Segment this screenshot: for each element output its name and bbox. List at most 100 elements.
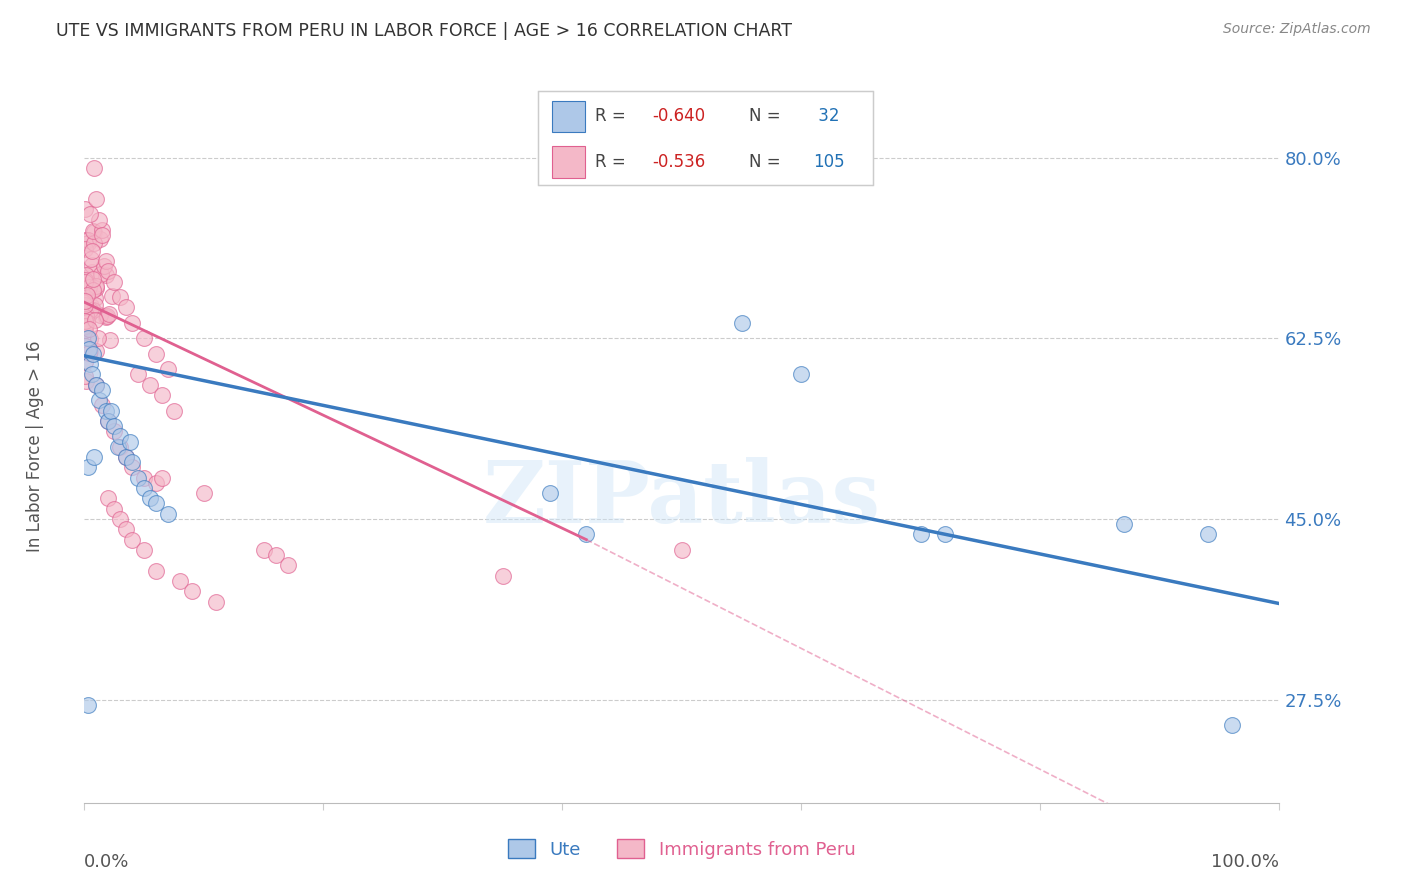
Point [83, 161, 105, 175]
Point [84, 298, 107, 312]
Point [145, 347, 167, 361]
Point [121, 455, 143, 469]
Point [118, 434, 141, 449]
Point [87, 331, 110, 345]
Point [934, 527, 956, 541]
Point [181, 584, 204, 599]
Point [94, 268, 117, 282]
Point [193, 486, 215, 500]
Point [75, 374, 97, 388]
Point [145, 564, 167, 578]
Point [73, 368, 96, 383]
Point [132, 481, 156, 495]
Point [73, 272, 96, 286]
Point [84, 281, 107, 295]
Point [145, 475, 167, 490]
Point [790, 368, 813, 382]
Point [145, 496, 167, 510]
Point [110, 290, 132, 304]
Point [73, 323, 96, 337]
Point [73, 233, 96, 247]
Point [83, 236, 105, 251]
Point [150, 470, 173, 484]
Text: ZIPatlas: ZIPatlas [482, 458, 882, 541]
Point [77, 307, 100, 321]
Point [1197, 527, 1219, 541]
Point [731, 316, 754, 330]
Point [82, 283, 104, 297]
Point [73, 304, 96, 318]
Point [77, 342, 100, 356]
Point [97, 491, 120, 506]
Point [96, 310, 118, 325]
Point [90, 223, 112, 237]
Point [910, 527, 932, 541]
Point [110, 429, 132, 443]
Point [73, 318, 96, 333]
Point [150, 388, 173, 402]
Point [83, 450, 105, 464]
Point [84, 313, 107, 327]
Point [97, 264, 120, 278]
Point [87, 212, 110, 227]
Point [205, 594, 228, 608]
Point [100, 403, 122, 417]
Point [93, 260, 115, 274]
Point [77, 331, 100, 345]
Point [76, 235, 98, 250]
Point [91, 383, 114, 397]
Text: UTE VS IMMIGRANTS FROM PERU IN LABOR FORCE | AGE > 16 CORRELATION CHART: UTE VS IMMIGRANTS FROM PERU IN LABOR FOR… [56, 22, 792, 40]
Text: In Labor Force | Age > 16: In Labor Force | Age > 16 [27, 340, 44, 552]
Point [76, 278, 98, 293]
Point [73, 338, 96, 352]
Point [73, 275, 96, 289]
Point [84, 343, 107, 358]
Point [110, 440, 132, 454]
Point [77, 698, 100, 712]
Point [75, 314, 97, 328]
Point [103, 424, 125, 438]
Point [73, 355, 96, 369]
Point [277, 558, 299, 573]
Point [1220, 718, 1243, 732]
Point [75, 308, 97, 322]
Point [73, 311, 96, 326]
Point [115, 522, 138, 536]
Point [73, 297, 96, 311]
Point [90, 267, 112, 281]
Point [139, 377, 162, 392]
Point [86, 192, 108, 206]
Point [132, 470, 156, 484]
Point [77, 460, 100, 475]
Point [169, 574, 191, 588]
Point [110, 512, 132, 526]
Point [115, 301, 138, 315]
Point [80, 258, 103, 272]
Point [540, 486, 562, 500]
Point [83, 225, 105, 239]
Point [73, 202, 96, 216]
Point [94, 253, 117, 268]
Point [89, 308, 111, 322]
Point [96, 310, 118, 324]
Point [103, 275, 125, 289]
Point [87, 393, 110, 408]
Point [73, 319, 96, 334]
Point [264, 548, 287, 562]
Point [91, 228, 114, 243]
Point [89, 232, 111, 246]
Point [253, 542, 276, 557]
Point [107, 440, 129, 454]
Point [79, 207, 101, 221]
Point [77, 279, 100, 293]
Point [73, 294, 96, 309]
Point [127, 470, 149, 484]
Point [492, 568, 515, 582]
Point [97, 307, 120, 321]
Point [121, 533, 143, 547]
Point [1114, 517, 1136, 532]
Point [163, 403, 186, 417]
Text: 100.0%: 100.0% [1212, 854, 1279, 871]
Point [76, 315, 98, 329]
Point [94, 403, 117, 417]
